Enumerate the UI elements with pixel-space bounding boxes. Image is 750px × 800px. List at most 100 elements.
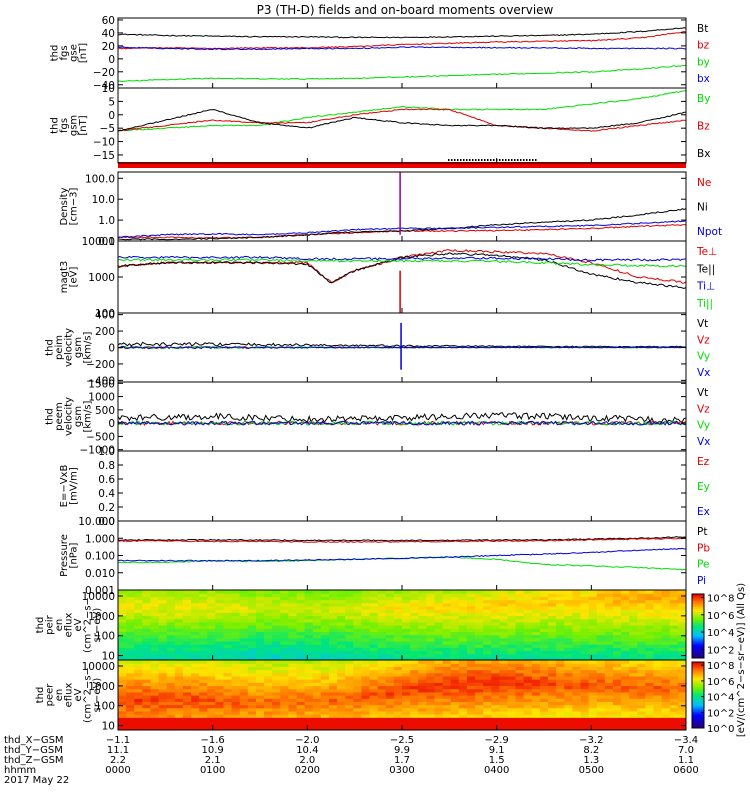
y-label-line: [mV/m]	[68, 467, 79, 505]
spectrogram-cell	[150, 637, 160, 642]
spectrogram-cell	[434, 640, 444, 645]
spectrogram-cell	[442, 612, 452, 617]
spectrogram-cell	[320, 625, 330, 629]
spectrogram-cell	[499, 605, 509, 610]
spectrogram-cell	[166, 590, 176, 594]
spectrogram-cell	[215, 669, 225, 674]
spectrogram-cell	[410, 672, 419, 677]
spectrogram-cell	[434, 685, 444, 690]
spectrogram-cell	[247, 660, 257, 664]
spectrogram-cell	[353, 634, 363, 639]
spectrogram-cell	[320, 663, 330, 667]
spectrogram-cell	[337, 710, 346, 715]
colorbar-step	[692, 651, 704, 654]
spectrogram-cell	[612, 714, 622, 718]
colorbar-step	[692, 627, 704, 630]
spectrogram-cell	[272, 717, 281, 722]
spectrogram-cell	[604, 605, 614, 610]
spectrogram-cell	[483, 675, 492, 680]
spectrogram-cell	[645, 663, 655, 667]
spectrogram-cell	[637, 672, 647, 677]
spectrogram-cell	[434, 618, 444, 623]
spectrogram-cell	[507, 717, 517, 722]
spectrogram-cell	[215, 593, 225, 597]
spectrogram-cell	[158, 640, 168, 645]
spectrogram-cell	[247, 653, 257, 658]
spectrogram-cell	[596, 634, 606, 639]
spectrogram-cell	[434, 691, 444, 696]
y-label-line: thd	[35, 617, 46, 634]
spectrogram-cell	[515, 602, 525, 607]
spectrogram-cell	[442, 682, 452, 687]
spectrogram-cell	[466, 647, 476, 652]
spectrogram-cell	[596, 590, 606, 594]
spectrogram-cell	[239, 701, 249, 706]
spectrogram-cell	[158, 615, 168, 620]
spectrogram-cell	[475, 710, 484, 715]
spectrogram-cell	[531, 707, 541, 712]
spectrogram-cell	[466, 717, 476, 722]
spectrogram-cell	[645, 596, 655, 601]
spectrogram-cell	[361, 691, 371, 696]
spectrogram-cell	[296, 675, 306, 680]
spectrogram-cell	[515, 720, 525, 725]
spectrogram-cell	[369, 656, 379, 660]
spectrogram-cell	[272, 682, 281, 687]
colorbar-step	[692, 608, 704, 611]
spectrogram-cell	[677, 682, 686, 687]
spectrogram-cell	[475, 650, 484, 655]
spectrogram-cell	[604, 685, 614, 690]
spectrogram-cell	[612, 599, 622, 604]
spectrogram-cell	[288, 618, 298, 623]
spectrogram-cell	[539, 717, 549, 722]
spectrogram-cell	[458, 663, 468, 667]
spectrogram-cell	[523, 688, 533, 693]
spectrogram-cell	[215, 714, 225, 718]
legend-by: by	[697, 56, 710, 68]
spectrogram-cell	[247, 663, 257, 667]
spectrogram-cell	[523, 663, 533, 667]
spectrogram-cell	[580, 628, 590, 632]
spectrogram-cell	[247, 631, 257, 636]
spectrogram-cell	[304, 660, 314, 664]
spectrogram-cell	[231, 650, 241, 655]
spectrogram-cell	[239, 663, 249, 667]
spectrogram-cell	[661, 612, 671, 617]
x-tick-value: 10.9	[202, 745, 224, 756]
spectrogram-cell	[345, 723, 354, 728]
spectrogram-cell	[531, 710, 541, 715]
spectrogram-cell	[418, 656, 427, 660]
spectrogram-cell	[304, 634, 314, 639]
spectrogram-cell	[304, 590, 314, 594]
spectrogram-cell	[653, 679, 663, 683]
y-label-line: [cm−3]	[68, 188, 79, 226]
x-tick-value: 0400	[484, 765, 509, 776]
spectrogram-cell	[596, 714, 606, 718]
spectrogram-cell	[158, 647, 168, 652]
spectrogram-cell	[320, 650, 330, 655]
spectrogram-cell	[280, 688, 289, 693]
spectrogram-cell	[572, 695, 582, 699]
spectrogram-cell	[653, 647, 663, 652]
spectrogram-cell	[361, 660, 371, 664]
spectrogram-cell	[166, 682, 176, 687]
spectrogram-cell	[596, 685, 606, 690]
spectrogram-cell	[450, 717, 460, 722]
spectrogram-cell	[223, 685, 233, 690]
spectrogram-cell	[653, 688, 663, 693]
spectrogram-cell	[231, 660, 241, 664]
spectrogram-cell	[450, 609, 460, 613]
spectrogram-cell	[158, 663, 168, 667]
spectrogram-cell	[174, 698, 184, 702]
quality-flag-mark	[490, 159, 492, 161]
spectrogram-cell	[629, 707, 638, 712]
spectrogram-cell	[621, 707, 630, 712]
spectrogram-cell	[393, 717, 403, 722]
spectrogram-cell	[596, 707, 606, 712]
spectrogram-cell	[475, 640, 484, 645]
spectrogram-cell	[255, 691, 265, 696]
spectrogram-cell	[450, 672, 460, 677]
y-label-line: sr−eV)	[92, 608, 103, 643]
spectrogram-cell	[272, 637, 281, 642]
spectrogram-cell	[158, 637, 168, 642]
